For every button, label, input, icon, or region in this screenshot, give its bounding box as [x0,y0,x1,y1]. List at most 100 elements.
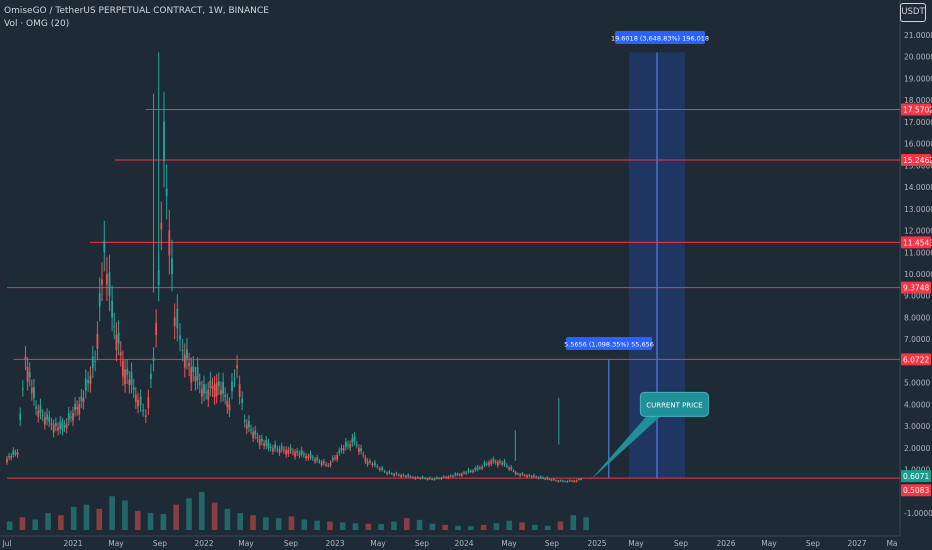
candle-body [390,473,393,475]
candle-body [499,461,501,463]
callout-pointer [590,416,661,481]
x-tick-label: May [628,539,644,548]
currency-button[interactable]: USDT [900,3,926,22]
candle-body [132,387,135,390]
candle-body [278,449,281,454]
candle-body [362,454,365,456]
volume-bar [83,504,90,530]
candle-body [357,447,360,452]
candle-body [87,380,90,384]
candle-body [163,121,165,162]
candle-body [474,468,477,471]
volume-bar [403,518,410,530]
candle-body [130,372,133,385]
candle-body [528,475,531,477]
candle-body [6,458,8,463]
y-tick-label: 17.0000 [904,118,932,127]
candle-body [76,406,79,409]
x-tick-label: May [108,539,124,548]
candle-body [10,456,13,458]
chart-title: OmiseGO / TetherUS PERPETUAL CONTRACT, 1… [4,6,269,16]
candle-body [287,449,290,454]
candle-body [41,415,44,417]
volume-bar [378,524,384,530]
candle-body [194,376,197,382]
candle-body [562,480,564,482]
level-price-label: 9.3748 [903,284,929,293]
volume-bar [6,521,13,530]
level-price-label: 11.4543 [903,238,932,247]
candle-body [564,481,567,483]
candle-body [376,466,379,468]
candle-body [142,410,145,412]
volume-bar [58,515,64,530]
candle-body [575,480,578,482]
candle-body [196,367,199,381]
x-tick-label: 2022 [194,539,213,548]
candle-body [205,391,208,393]
x-tick-label: 2023 [325,539,344,548]
candle-body [386,472,388,475]
candle-body [508,467,511,470]
candle-body [250,429,252,431]
candle-body [440,477,443,480]
candle-body [16,452,19,455]
candle-body [568,480,571,482]
candle-body [416,477,419,479]
candle-body [542,477,545,479]
volume-bar [288,516,295,530]
candle-body [144,415,147,418]
y-tick-label: 16.0000 [904,140,932,149]
candle-body [190,367,193,383]
candle-body [19,413,22,421]
candle-body [424,478,426,480]
candle-body [433,478,436,480]
candle-body [231,381,233,392]
candle-body [117,332,120,344]
candle-body [105,274,108,285]
volume-bar [70,506,77,530]
candle-body [445,476,447,478]
candle-body [505,465,508,467]
volume-bar [45,513,51,530]
candle-body [35,406,37,409]
volume-indicator-label[interactable]: Vol · OMG (20) [4,19,70,29]
candle-body [555,480,557,482]
candle-body [460,473,463,476]
candle-body [463,472,465,474]
candle-body [63,425,66,427]
candle-body [139,396,142,406]
candle-body [258,439,261,446]
volume-bar [339,522,346,530]
candle-body [397,474,400,476]
volume-bar [109,496,115,530]
volume-bar [557,521,564,530]
candle-body [183,354,186,368]
candle-body [366,460,369,465]
support-price-label-bg [901,484,931,497]
candle-body [512,470,515,472]
candle-body [347,444,349,446]
candle-body [481,466,484,469]
candle-body [514,472,517,475]
candle-body [442,476,445,478]
volume-bar [442,524,448,530]
candle-body [577,479,580,481]
x-tick-label: Jul [1,539,11,548]
candle-body [300,449,303,455]
candle-body [122,360,124,377]
candle-body [48,416,51,422]
candle-body [37,410,40,417]
volume-bar [263,517,269,530]
candle-body [325,464,328,466]
candle-body [200,389,203,397]
support-price-label: 0.5083 [903,486,929,495]
candle-body [269,447,272,449]
y-tick-label: 7.0000 [904,335,930,344]
y-tick-label: 13.0000 [904,205,932,214]
candle-body [344,441,347,448]
candle-body [12,450,15,455]
x-tick-label: Sep [284,539,298,548]
candle-body [421,476,424,479]
